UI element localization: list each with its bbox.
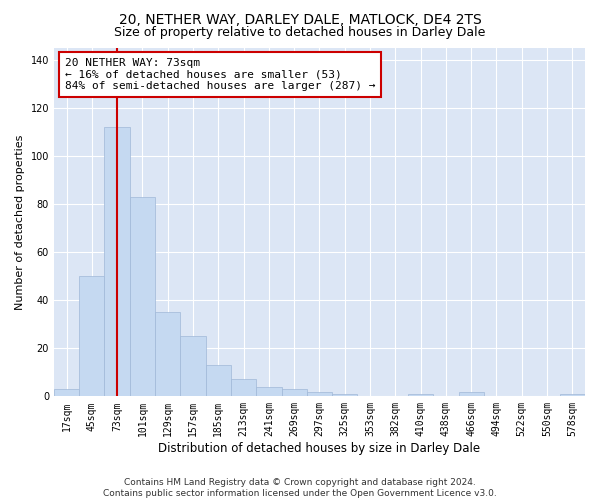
Bar bbox=[560, 394, 585, 396]
X-axis label: Distribution of detached houses by size in Darley Dale: Distribution of detached houses by size … bbox=[158, 442, 481, 455]
Y-axis label: Number of detached properties: Number of detached properties bbox=[15, 134, 25, 310]
Bar bbox=[206, 365, 231, 396]
Bar bbox=[104, 127, 130, 396]
Bar bbox=[332, 394, 358, 396]
Text: Contains HM Land Registry data © Crown copyright and database right 2024.
Contai: Contains HM Land Registry data © Crown c… bbox=[103, 478, 497, 498]
Text: 20 NETHER WAY: 73sqm
← 16% of detached houses are smaller (53)
84% of semi-detac: 20 NETHER WAY: 73sqm ← 16% of detached h… bbox=[65, 58, 375, 91]
Text: Size of property relative to detached houses in Darley Dale: Size of property relative to detached ho… bbox=[115, 26, 485, 39]
Bar bbox=[54, 389, 79, 396]
Text: 20, NETHER WAY, DARLEY DALE, MATLOCK, DE4 2TS: 20, NETHER WAY, DARLEY DALE, MATLOCK, DE… bbox=[119, 12, 481, 26]
Bar bbox=[130, 196, 155, 396]
Bar bbox=[155, 312, 181, 396]
Bar bbox=[79, 276, 104, 396]
Bar bbox=[307, 392, 332, 396]
Bar bbox=[181, 336, 206, 396]
Bar bbox=[408, 394, 433, 396]
Bar bbox=[256, 386, 281, 396]
Bar bbox=[458, 392, 484, 396]
Bar bbox=[281, 389, 307, 396]
Bar bbox=[231, 380, 256, 396]
